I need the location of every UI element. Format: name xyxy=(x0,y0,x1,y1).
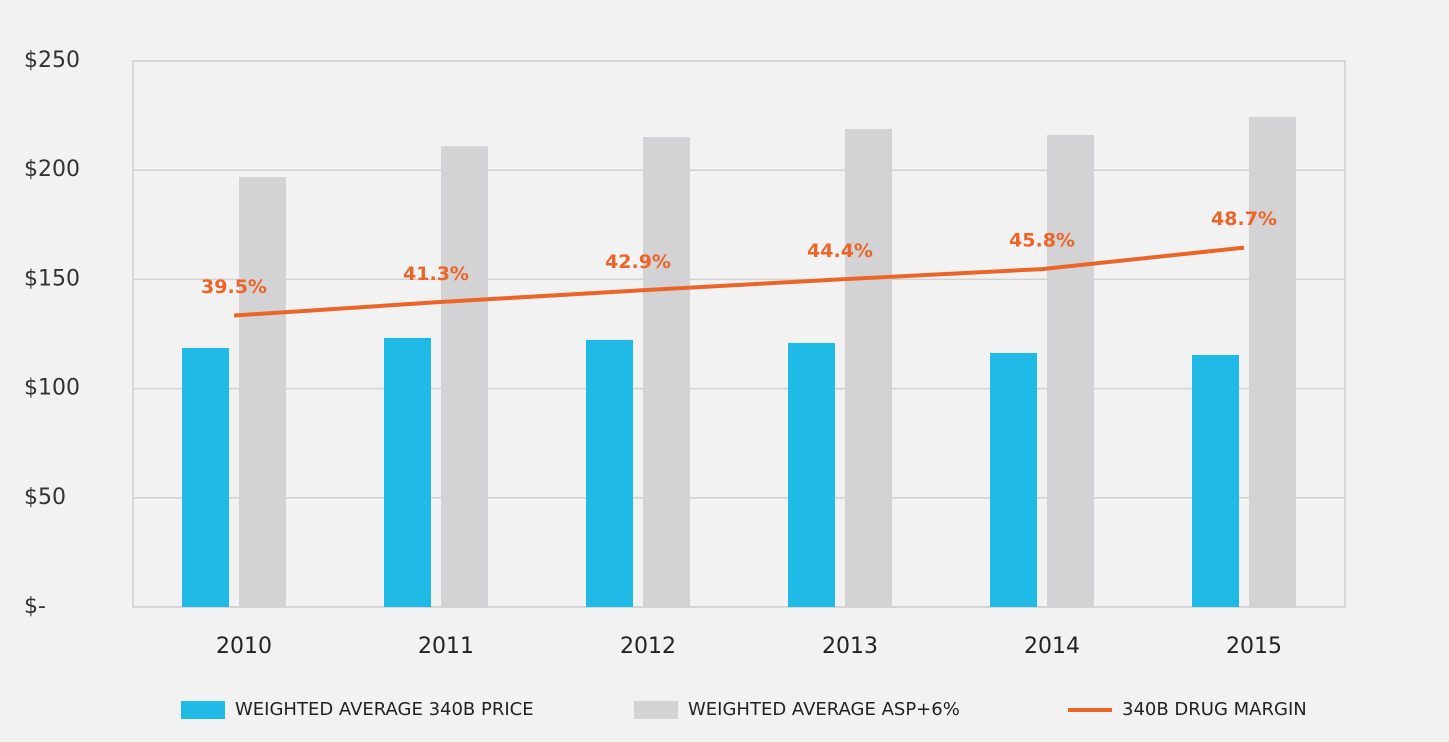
bar xyxy=(845,128,892,607)
data-label: 44.4% xyxy=(807,240,873,262)
line xyxy=(233,245,1245,318)
data-label: 39.5% xyxy=(201,276,267,298)
y-tick-label: $50 xyxy=(24,485,66,510)
legend-label: 340B DRUG MARGIN xyxy=(1122,699,1307,720)
y-tick-label: $200 xyxy=(24,157,80,182)
bar xyxy=(239,176,286,607)
bar xyxy=(990,353,1037,607)
x-tick-label: 2013 xyxy=(822,634,878,659)
bar xyxy=(441,146,488,607)
legend-swatch xyxy=(634,701,678,719)
data-label: 41.3% xyxy=(403,263,469,285)
data-label: 45.8% xyxy=(1009,230,1075,252)
x-tick-label: 2010 xyxy=(216,634,272,659)
y-tick-label: $- xyxy=(24,594,46,619)
bar xyxy=(586,339,633,607)
bar xyxy=(1192,354,1239,607)
bar xyxy=(643,137,690,607)
data-label: 42.9% xyxy=(605,251,671,273)
bar xyxy=(1047,135,1094,607)
legend-label: WEIGHTED AVERAGE 340B PRICE xyxy=(235,699,534,720)
y-tick-label: $100 xyxy=(24,376,80,401)
x-tick-label: 2015 xyxy=(1226,634,1282,659)
bar xyxy=(182,347,229,607)
x-tick-label: 2011 xyxy=(418,634,474,659)
bar xyxy=(788,342,835,607)
x-tick-label: 2014 xyxy=(1024,634,1080,659)
x-tick-label: 2012 xyxy=(620,634,676,659)
y-tick-label: $250 xyxy=(24,48,80,73)
legend-label: WEIGHTED AVERAGE ASP+6% xyxy=(688,699,960,720)
bar xyxy=(384,337,431,607)
data-label: 48.7% xyxy=(1211,208,1277,230)
bar xyxy=(1249,116,1296,607)
y-tick-label: $150 xyxy=(24,266,80,291)
legend-swatch xyxy=(181,701,225,719)
